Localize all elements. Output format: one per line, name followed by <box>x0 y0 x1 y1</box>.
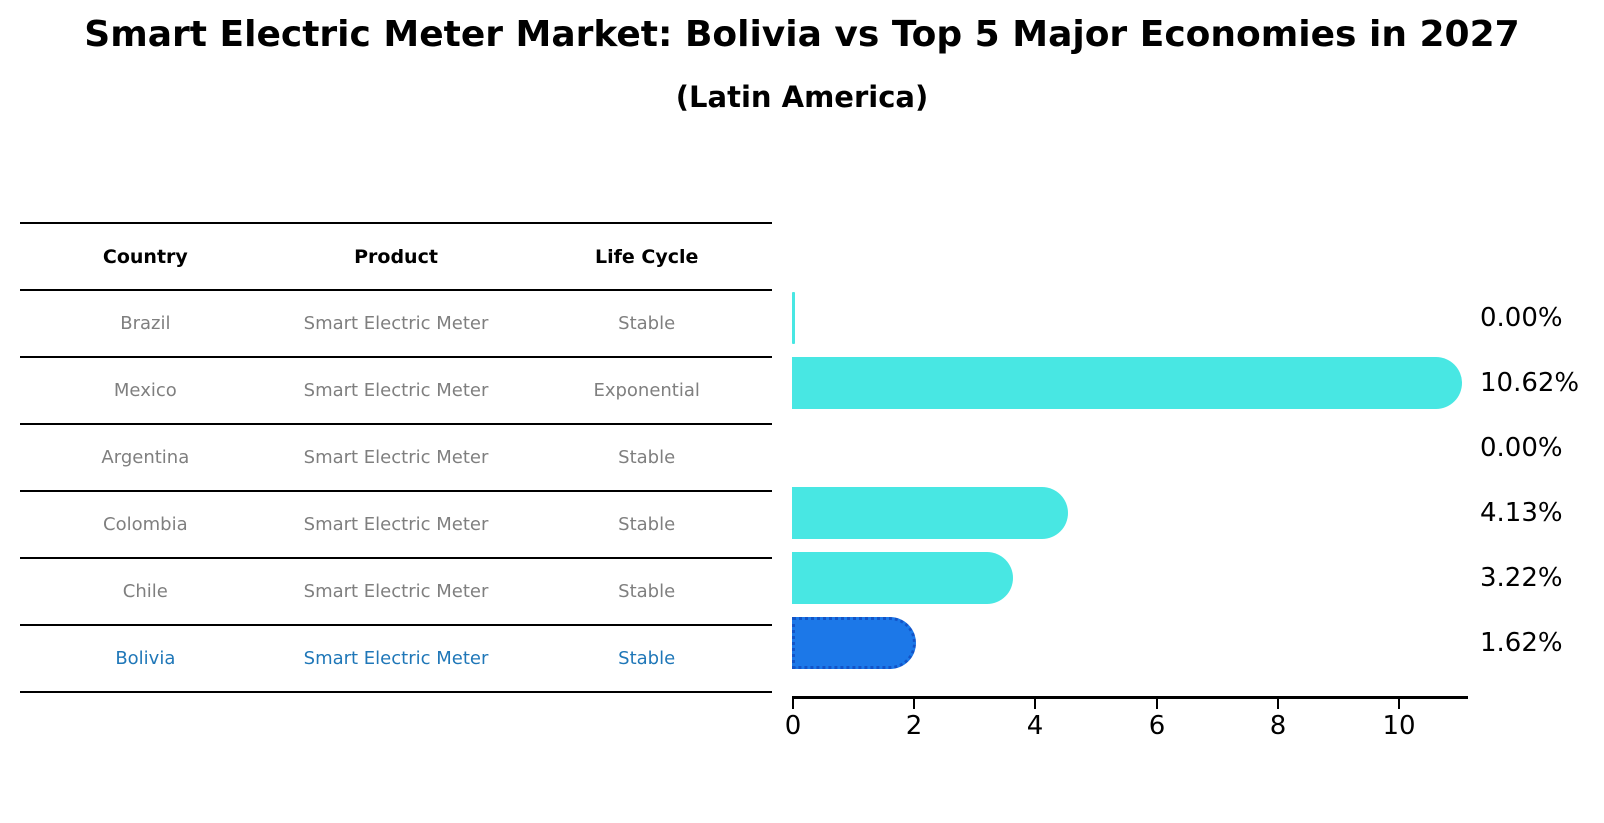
table-row-chile: Chile Smart Electric Meter Stable <box>20 559 772 626</box>
cell-life-cycle: Stable <box>618 581 676 602</box>
cell-country: Mexico <box>113 380 177 401</box>
bar-plot-area: 0.00% 10.62% 0.00% 4.13% 3.22% 1.62% 0 <box>785 0 1604 823</box>
cell-life-cycle: Exponential <box>593 380 700 401</box>
x-axis-tick-label: 0 <box>784 711 802 741</box>
bar-colombia <box>792 487 1069 539</box>
bar-row-brazil: 0.00% <box>792 292 1604 344</box>
value-label-brazil: 0.00% <box>1480 303 1563 333</box>
x-axis-line <box>792 696 1468 699</box>
cell-product: Smart Electric Meter <box>303 648 489 669</box>
x-axis-tick <box>1034 699 1036 709</box>
table-row-brazil: Brazil Smart Electric Meter Stable <box>20 291 772 358</box>
x-axis-tick-label: 8 <box>1269 711 1287 741</box>
column-header-life-cycle: Life Cycle <box>594 245 699 268</box>
cell-product: Smart Electric Meter <box>303 514 489 535</box>
bar-mexico <box>792 357 1462 409</box>
x-axis-tick-label: 6 <box>1148 711 1166 741</box>
bar-bolivia-highlighted <box>792 617 917 669</box>
x-axis-tick-label: 2 <box>905 711 923 741</box>
cell-life-cycle: Stable <box>618 648 676 669</box>
cell-country: Brazil <box>120 313 171 334</box>
x-axis-tick-label: 10 <box>1382 711 1416 741</box>
x-axis-tick <box>913 699 915 709</box>
column-header-country: Country <box>102 245 188 268</box>
bar-row-argentina: 0.00% <box>792 422 1604 474</box>
table-header-row: Country Product Life Cycle <box>20 224 772 291</box>
x-axis-tick <box>792 699 794 709</box>
bar-row-mexico: 10.62% <box>792 357 1604 409</box>
value-label-bolivia: 1.62% <box>1480 628 1563 658</box>
bar-row-chile: 3.22% <box>792 552 1604 604</box>
cell-product: Smart Electric Meter <box>303 447 489 468</box>
cell-product: Smart Electric Meter <box>303 380 489 401</box>
cell-product: Smart Electric Meter <box>303 313 489 334</box>
bar-row-colombia: 4.13% <box>792 487 1604 539</box>
x-axis-tick <box>1277 699 1279 709</box>
x-axis-tick-label: 4 <box>1026 711 1044 741</box>
cell-country: Colombia <box>103 514 188 535</box>
bar-chile <box>792 552 1014 604</box>
x-axis-tick <box>1156 699 1158 709</box>
cell-country: Argentina <box>101 447 190 468</box>
value-label-colombia: 4.13% <box>1480 498 1563 528</box>
cell-product: Smart Electric Meter <box>303 581 489 602</box>
column-header-product: Product <box>354 245 438 268</box>
cell-life-cycle: Stable <box>618 447 676 468</box>
cell-life-cycle: Stable <box>618 313 676 334</box>
chart-title: Smart Electric Meter Market: Bolivia vs … <box>84 14 1520 55</box>
cell-life-cycle: Stable <box>618 514 676 535</box>
country-table: Country Product Life Cycle Brazil Smart … <box>20 222 772 693</box>
x-axis-tick <box>1398 699 1400 709</box>
table-row-mexico: Mexico Smart Electric Meter Exponential <box>20 358 772 425</box>
table-row-bolivia: Bolivia Smart Electric Meter Stable <box>20 626 772 693</box>
cell-country: Chile <box>122 581 168 602</box>
bar-row-bolivia: 1.62% <box>792 617 1604 669</box>
value-label-mexico: 10.62% <box>1480 368 1580 398</box>
value-label-chile: 3.22% <box>1480 563 1563 593</box>
cell-country: Bolivia <box>115 648 176 669</box>
bar-brazil <box>792 292 795 344</box>
table-row-argentina: Argentina Smart Electric Meter Stable <box>20 425 772 492</box>
chart-subtitle: (Latin America) <box>675 80 929 114</box>
table-row-colombia: Colombia Smart Electric Meter Stable <box>20 492 772 559</box>
value-label-argentina: 0.00% <box>1480 433 1563 463</box>
